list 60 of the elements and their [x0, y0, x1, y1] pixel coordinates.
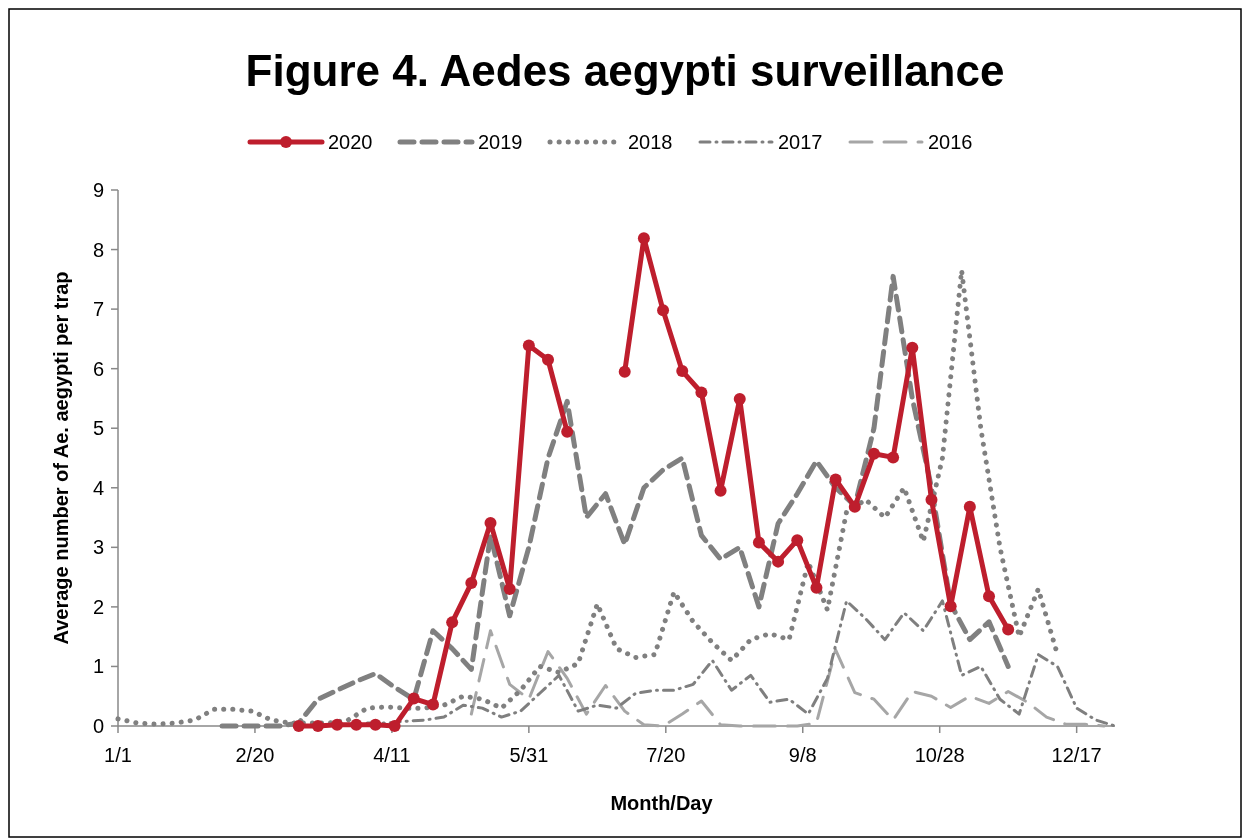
- y-tick-label: 0: [92, 715, 104, 737]
- point: [867, 447, 880, 460]
- point: [657, 304, 670, 317]
- point: [388, 720, 401, 732]
- point: [331, 718, 344, 731]
- point: [484, 516, 497, 529]
- point: [983, 590, 996, 603]
- y-tick-label: 9: [92, 179, 104, 201]
- point: [542, 353, 555, 366]
- point: [791, 534, 804, 547]
- point: [350, 718, 363, 731]
- x-tick-label: 9/8: [788, 744, 817, 766]
- point: [963, 500, 976, 513]
- legend-label: 2016: [928, 131, 973, 153]
- x-tick-label: 10/28: [914, 744, 965, 766]
- chart-title: Figure 4. Aedes aegypti surveillance: [245, 46, 1005, 95]
- x-tick-label: 2/20: [235, 744, 275, 766]
- point: [465, 577, 478, 590]
- point: [446, 616, 459, 629]
- y-tick-label: 1: [92, 655, 104, 678]
- point: [618, 365, 631, 378]
- legend-label: 2017: [778, 131, 823, 153]
- point: [695, 386, 708, 399]
- y-tick-label: 2: [92, 595, 104, 618]
- y-tick-label: 3: [92, 536, 104, 559]
- y-tick-label: 8: [92, 238, 104, 261]
- point: [772, 555, 785, 568]
- point: [944, 600, 957, 613]
- line-series: [469, 629, 1106, 728]
- y-tick-label: 5: [92, 417, 104, 440]
- point: [426, 698, 439, 711]
- point: [887, 451, 900, 464]
- y-tick-label: 7: [92, 298, 104, 321]
- point: [752, 536, 765, 549]
- x-tick-label: 7/20: [646, 744, 686, 766]
- point: [292, 720, 305, 732]
- legend-label: 2019: [478, 131, 523, 153]
- point: [311, 720, 324, 732]
- point: [676, 365, 689, 378]
- point: [522, 339, 535, 352]
- y-axis-title: Average number of Ae. aegypti per trap: [50, 271, 72, 645]
- point: [369, 718, 382, 731]
- y-tick-label: 6: [92, 357, 104, 380]
- point: [503, 583, 516, 596]
- point: [906, 341, 919, 354]
- y-tick-label: 4: [92, 476, 104, 499]
- legend-label: 2018: [628, 131, 673, 153]
- legend-label: 2020: [328, 131, 373, 153]
- point: [829, 473, 842, 486]
- x-tick-label: 12/17: [1051, 744, 1102, 766]
- point: [561, 425, 574, 438]
- x-axis-title: Month/Day: [610, 792, 714, 814]
- x-tick-label: 4/11: [373, 744, 411, 766]
- point: [925, 493, 938, 506]
- x-tick-label: 5/31: [509, 744, 549, 766]
- point: [848, 500, 861, 513]
- point: [637, 232, 650, 245]
- point: [407, 692, 420, 705]
- point: [1002, 623, 1015, 636]
- x-tick-label: 1/1: [104, 744, 132, 766]
